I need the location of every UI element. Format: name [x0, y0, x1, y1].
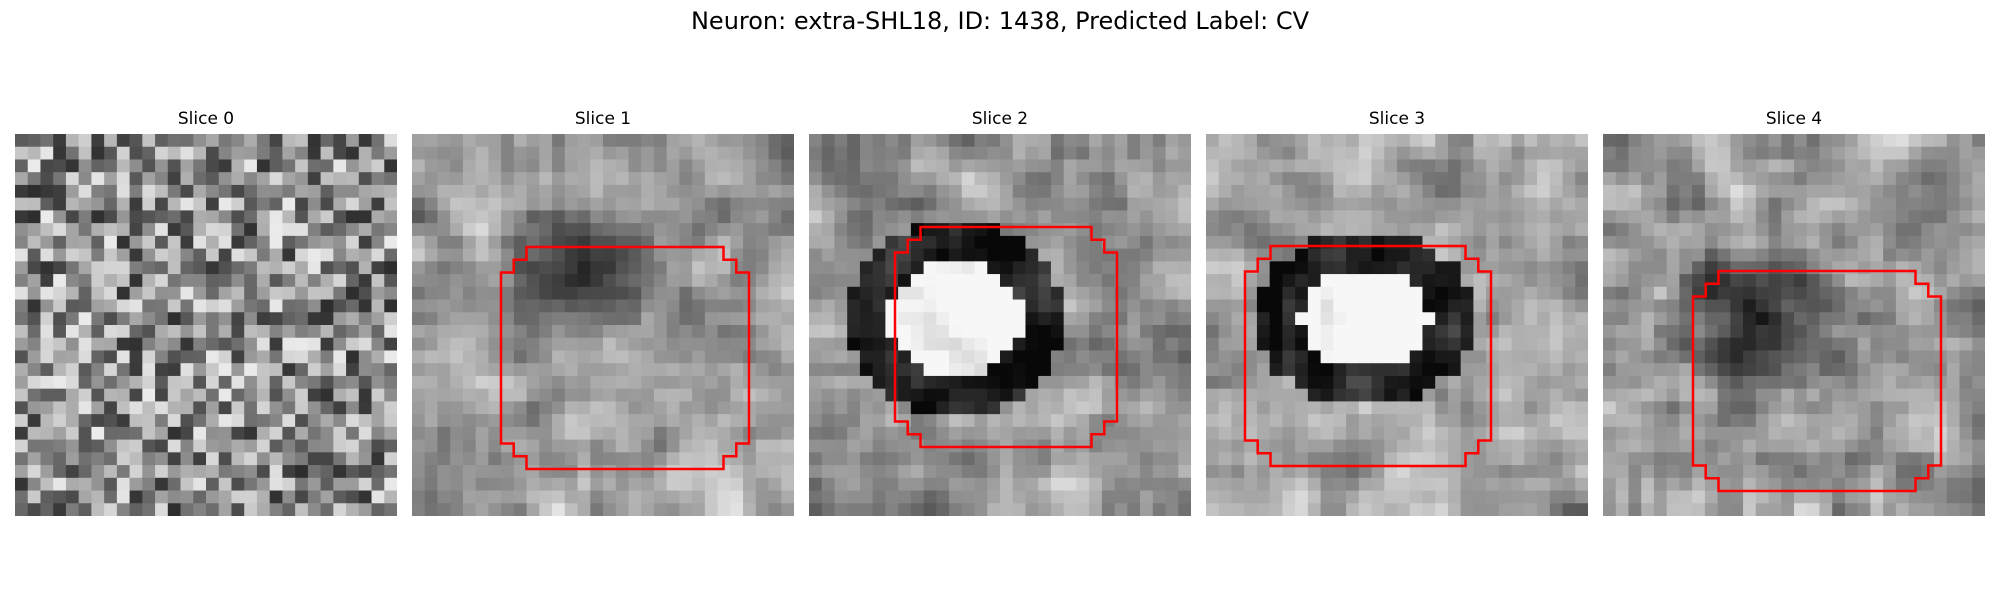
slice-image-3 [1206, 134, 1588, 516]
figure-title: Neuron: extra-SHL18, ID: 1438, Predicted… [0, 6, 2000, 36]
slice-image-0 [15, 134, 397, 516]
slice-title-2: Slice 2 [809, 108, 1191, 130]
slice-image-4 [1603, 134, 1985, 516]
slice-panel-4: Slice 4 [1603, 108, 1985, 518]
slice-panel-0: Slice 0 [15, 108, 397, 518]
slice-image-1 [412, 134, 794, 516]
slice-panel-3: Slice 3 [1206, 108, 1588, 518]
slice-title-4: Slice 4 [1603, 108, 1985, 130]
slice-title-0: Slice 0 [15, 108, 397, 130]
slice-panel-1: Slice 1 [412, 108, 794, 518]
slice-image-2 [809, 134, 1191, 516]
slice-title-3: Slice 3 [1206, 108, 1588, 130]
slice-title-1: Slice 1 [412, 108, 794, 130]
slice-panel-2: Slice 2 [809, 108, 1191, 518]
